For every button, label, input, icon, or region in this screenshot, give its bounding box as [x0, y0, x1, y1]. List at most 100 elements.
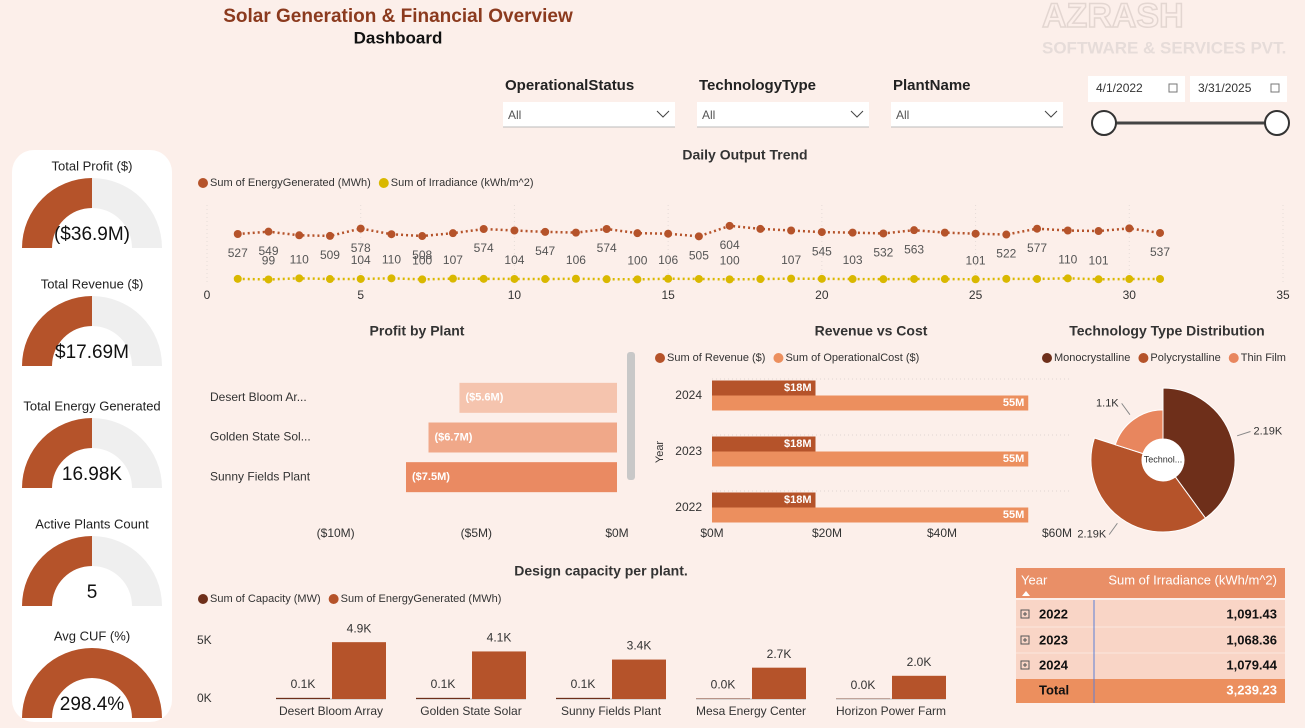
bar [406, 462, 617, 493]
x-tick-label: $20M [812, 526, 842, 540]
data-label: 101 [966, 253, 986, 267]
data-point [940, 275, 949, 284]
gauge-fill [22, 178, 92, 248]
data-point [295, 274, 304, 283]
filter-label: OperationalStatus [505, 77, 634, 94]
filter-dropdown[interactable] [697, 102, 869, 127]
table-cell: 2023 [1039, 632, 1068, 647]
data-point [418, 275, 427, 284]
y-tick-label: 5K [197, 633, 212, 647]
legend-marker [378, 178, 389, 188]
chart-title: Design capacity per plant. [514, 563, 688, 579]
data-point [848, 275, 857, 284]
sort-arrow [1022, 591, 1030, 596]
x-tick-label: 0 [204, 288, 211, 302]
filter-label: PlantName [893, 77, 971, 94]
filter-value[interactable]: All [896, 108, 909, 122]
data-label: 549 [258, 244, 278, 258]
filter-label: TechnologyType [699, 77, 816, 94]
data-point [264, 227, 273, 236]
data-label: 532 [873, 246, 893, 260]
calendar-icon[interactable] [1168, 83, 1178, 93]
filter-value[interactable]: All [702, 108, 715, 122]
chevron[interactable] [656, 110, 670, 118]
page-title: Solar Generation & Financial Overview [223, 6, 573, 27]
leader-line [1121, 403, 1131, 415]
data-point [418, 232, 427, 241]
data-point [940, 228, 949, 237]
data-point [1063, 274, 1072, 283]
chevron[interactable] [1044, 110, 1058, 118]
table-cell: 1,068.36 [1226, 632, 1277, 647]
table-header[interactable]: Sum of Irradiance (kWh/m^2) [1108, 572, 1277, 587]
data-point [971, 275, 980, 284]
data-label: 100 [720, 254, 740, 268]
data-point [541, 227, 550, 236]
data-point [479, 274, 488, 283]
data-label: 547 [535, 244, 555, 258]
page-subtitle: Dashboard [354, 28, 443, 47]
data-point [725, 275, 734, 284]
slider-handle[interactable] [1091, 110, 1117, 136]
data-point [664, 274, 673, 283]
data-label: ($5.6M) [465, 392, 503, 404]
data-label: $18M [784, 438, 812, 450]
calendar-icon[interactable] [1270, 83, 1280, 93]
legend-label: Sum of Irradiance (kWh/m^2) [391, 177, 534, 189]
data-label: $18M [784, 382, 812, 394]
x-tick-label: ($10M) [317, 526, 355, 540]
data-label: 55M [1003, 397, 1024, 409]
data-label: 509 [320, 248, 340, 262]
filter-dropdown[interactable] [503, 102, 675, 127]
date-end[interactable]: 3/31/2025 [1198, 81, 1252, 95]
kpi-title: Avg CUF (%) [54, 628, 130, 643]
expand-icon[interactable] [1020, 609, 1030, 619]
data-point [1063, 226, 1072, 235]
kpi-title: Active Plants Count [35, 516, 149, 531]
expand-icon[interactable] [1020, 660, 1030, 670]
data-label: 604 [720, 238, 740, 252]
x-tick-label: 15 [661, 288, 675, 302]
x-tick-label: Golden State Solar [420, 704, 521, 718]
gauge-fill [22, 418, 92, 488]
bar [276, 697, 330, 699]
data-point [571, 274, 580, 283]
expand-icon[interactable] [1020, 635, 1030, 645]
kpi-title: Total Energy Generated [23, 398, 160, 413]
date-start[interactable]: 4/1/2022 [1096, 81, 1143, 95]
bar [612, 659, 666, 699]
data-point [387, 230, 396, 239]
bar [712, 451, 1029, 467]
bar [472, 651, 526, 699]
data-point [910, 226, 919, 235]
table-header[interactable]: Year [1021, 572, 1048, 587]
y-tick-label: Sunny Fields Plant [210, 469, 311, 483]
data-point [817, 274, 826, 283]
leader-line [1236, 430, 1251, 437]
kpi-value: 298.4% [60, 694, 125, 715]
data-point [1156, 228, 1165, 237]
data-label: 107 [443, 253, 463, 267]
data-point [1033, 224, 1042, 233]
data-point [387, 274, 396, 283]
data-point [756, 275, 765, 284]
data-point [1033, 274, 1042, 283]
filter-value[interactable]: All [508, 108, 521, 122]
x-tick-label: ($5M) [461, 526, 492, 540]
slider-handle[interactable] [1264, 110, 1290, 136]
data-label: 0.1K [291, 677, 316, 691]
legend-label: Sum of EnergyGenerated (MWh) [210, 177, 371, 189]
y-tick-label: Desert Bloom Ar... [210, 390, 307, 404]
filter-dropdown[interactable] [891, 102, 1063, 127]
data-label: 4.9K [347, 621, 372, 635]
data-point [602, 225, 611, 234]
data-point [694, 232, 703, 241]
chevron[interactable] [850, 110, 864, 118]
data-point [633, 275, 642, 284]
scrollbar[interactable] [627, 352, 635, 480]
legend-label: Sum of Revenue ($) [667, 352, 765, 364]
data-label: 106 [658, 253, 678, 267]
data-label: 2.7K [767, 647, 792, 661]
data-point [479, 225, 488, 234]
